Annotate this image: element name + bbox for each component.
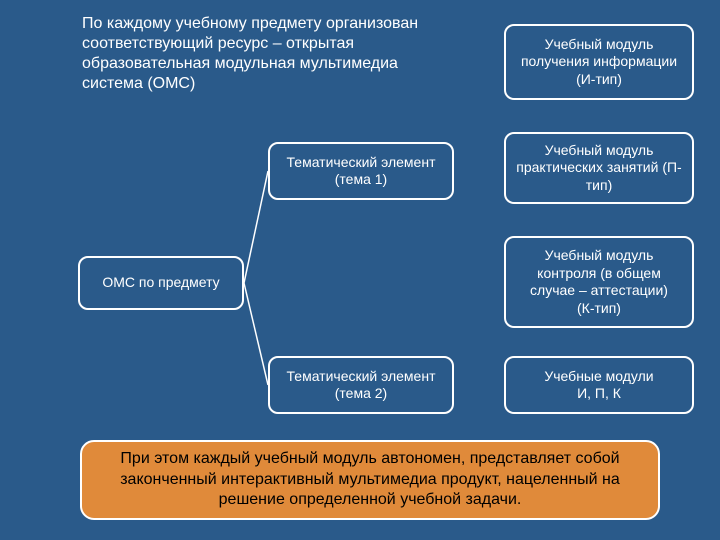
node-line: Учебный модуль получения информации	[514, 36, 684, 71]
node-oms: ОМС по предмету	[78, 256, 244, 310]
node-line: Учебный модуль контроля (в общем случае …	[514, 247, 684, 300]
node-line: Тематический элемент	[287, 368, 436, 386]
footer-text: При этом каждый учебный модуль автономен…	[108, 449, 632, 511]
node-line: Учебный модуль практических занятий (П-т…	[514, 142, 684, 195]
node-line: (тема 2)	[335, 385, 387, 403]
node-theme2: Тематический элемент(тема 2)	[268, 356, 454, 414]
node-module-all: Учебные модулиИ, П, К	[504, 356, 694, 414]
node-line: Тематический элемент	[287, 154, 436, 172]
node-line: И, П, К	[577, 385, 621, 403]
footer-callout: При этом каждый учебный модуль автономен…	[80, 440, 660, 520]
node-line: (И-тип)	[576, 71, 622, 89]
node-line: ОМС по предмету	[102, 274, 219, 292]
node-line: (К-тип)	[577, 300, 621, 318]
intro-text: По каждому учебному предмету организован…	[82, 14, 462, 94]
intro-text-content: По каждому учебному предмету организован…	[82, 15, 418, 92]
node-line: (тема 1)	[335, 171, 387, 189]
node-module-p: Учебный модуль практических занятий (П-т…	[504, 132, 694, 204]
node-theme1: Тематический элемент(тема 1)	[268, 142, 454, 200]
node-module-i: Учебный модуль получения информации(И-ти…	[504, 24, 694, 100]
node-module-k: Учебный модуль контроля (в общем случае …	[504, 236, 694, 328]
node-line: Учебные модули	[544, 368, 653, 386]
